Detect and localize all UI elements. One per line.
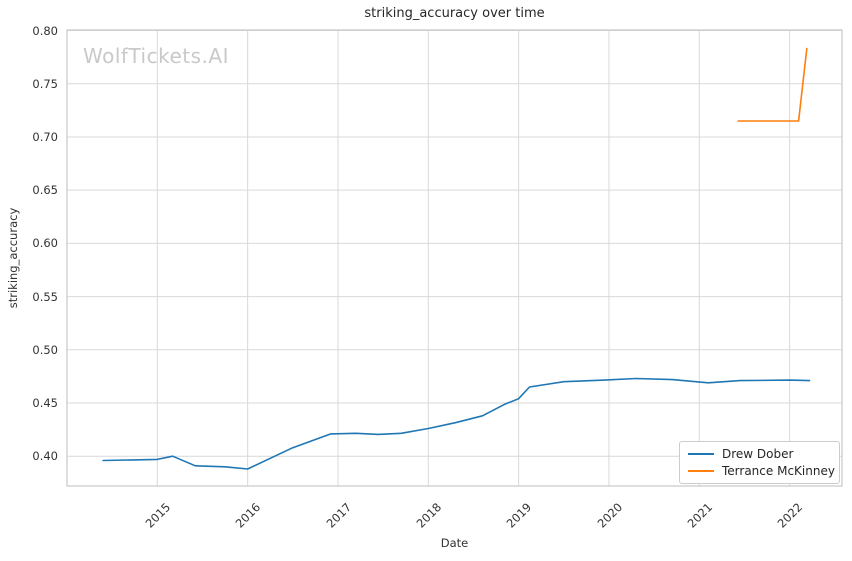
- series-line-drew-dober: [102, 377, 811, 470]
- y-tick-label: 0.75: [32, 76, 58, 91]
- legend: Drew Dober Terrance McKinney: [679, 441, 840, 484]
- x-axis-label: Date: [440, 536, 469, 550]
- y-tick-label: 0.60: [32, 236, 58, 251]
- legend-line-swatch: [688, 452, 714, 455]
- y-tick-label: 0.65: [32, 183, 58, 198]
- y-tick-label: 0.40: [32, 449, 58, 464]
- y-tick-label: 0.70: [32, 129, 58, 144]
- series-line-terrance-mckinney: [737, 47, 808, 122]
- plot-border: [66, 29, 843, 487]
- y-axis-label: striking_accuracy: [6, 207, 20, 309]
- y-tick-label: 0.80: [32, 23, 58, 38]
- y-tick-label: 0.50: [32, 342, 58, 357]
- legend-item-drew-dober: Drew Dober: [688, 447, 831, 461]
- watermark: WolfTickets.AI: [83, 44, 229, 68]
- legend-item-terrance-mckinney: Terrance McKinney: [688, 464, 835, 478]
- y-tick-label: 0.55: [32, 289, 58, 304]
- legend-label: Terrance McKinney: [722, 464, 835, 479]
- legend-label: Drew Dober: [722, 446, 794, 461]
- chart-title: striking_accuracy over time: [364, 6, 545, 21]
- legend-line-swatch: [688, 470, 714, 473]
- y-tick-label: 0.45: [32, 395, 58, 410]
